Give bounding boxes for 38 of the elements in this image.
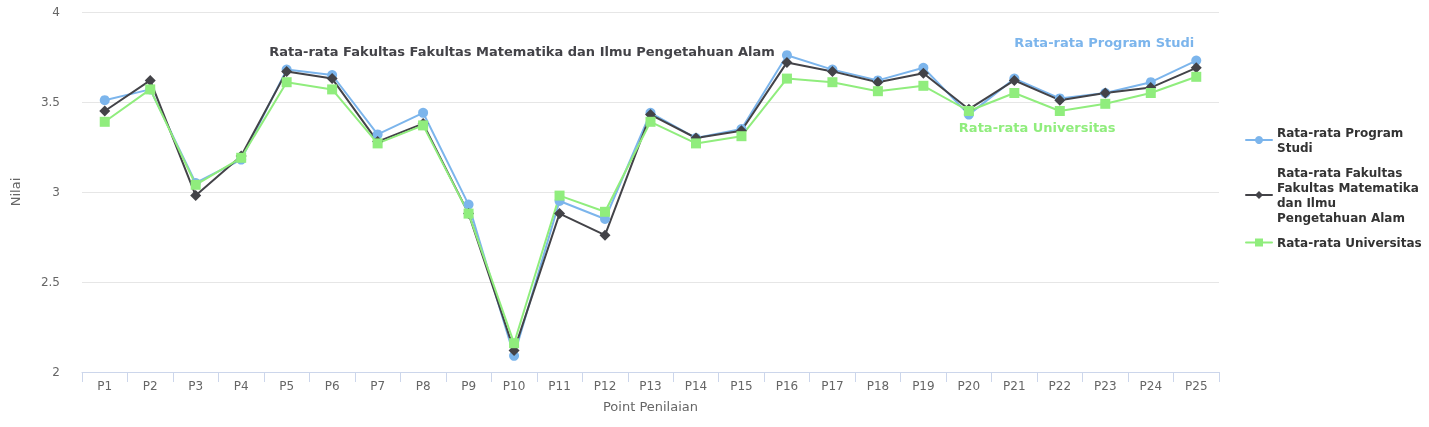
x-tick-label: P13 (639, 379, 662, 393)
x-tick-label: P1 (97, 379, 113, 393)
x-tick-label: P14 (684, 379, 708, 393)
text: Rata-rata Fakultas Fakultas Matematika dan Ilmu Pengetahuan Alam (269, 44, 775, 60)
text: Rata-rata Universitas (958, 119, 1116, 135)
x-tick-label: P4 (233, 379, 249, 393)
x-tick-label: P20 (957, 379, 981, 393)
x-tick-label: P15 (730, 379, 753, 393)
x-tick-label: P16 (775, 379, 799, 393)
x-tick-label: P11 (548, 379, 571, 393)
legend-label: Rata-rata Fakultas Fakultas Matematika dan Ilmu Pengetahuan Alam (1277, 165, 1424, 225)
x-tick-label: P23 (1094, 379, 1117, 393)
x-tick-label: P18 (866, 379, 890, 393)
x-tick-label: P10 (502, 379, 526, 393)
x-tick-label: P8 (415, 379, 431, 393)
y-tick-label: 3.5 (40, 95, 60, 109)
text: Rata-rata Program Studi (1014, 35, 1195, 51)
x-tick-label: P7 (370, 379, 386, 393)
legend-label: Rata-rata Universitas (1277, 235, 1422, 250)
y-tick-label: 4 (52, 5, 60, 19)
x-tick-label: P22 (1048, 379, 1072, 393)
x-tick-label: P25 (1185, 379, 1208, 393)
y-tick-label: 2.5 (40, 275, 60, 289)
x-tick-label: P21 (1003, 379, 1026, 393)
x-tick-label: P2 (142, 379, 158, 393)
x-tick-label: P17 (821, 379, 844, 393)
x-tick-label: P9 (461, 379, 477, 393)
x-tick-label: P3 (188, 379, 204, 393)
x-tick-label: P6 (324, 379, 340, 393)
x-tick-label: P12 (593, 379, 617, 393)
x-tick-label: P19 (912, 379, 935, 393)
y-axis-title: Nilai (8, 177, 23, 207)
legend-label: Rata-rata Program Studi (1277, 125, 1408, 155)
x-tick-label: P24 (1139, 379, 1163, 393)
x-axis-title: Point Penilaian (602, 399, 699, 414)
x-tick-label: P5 (279, 379, 295, 393)
y-tick-label: 2 (52, 365, 60, 379)
y-tick-label: 3 (52, 185, 60, 199)
